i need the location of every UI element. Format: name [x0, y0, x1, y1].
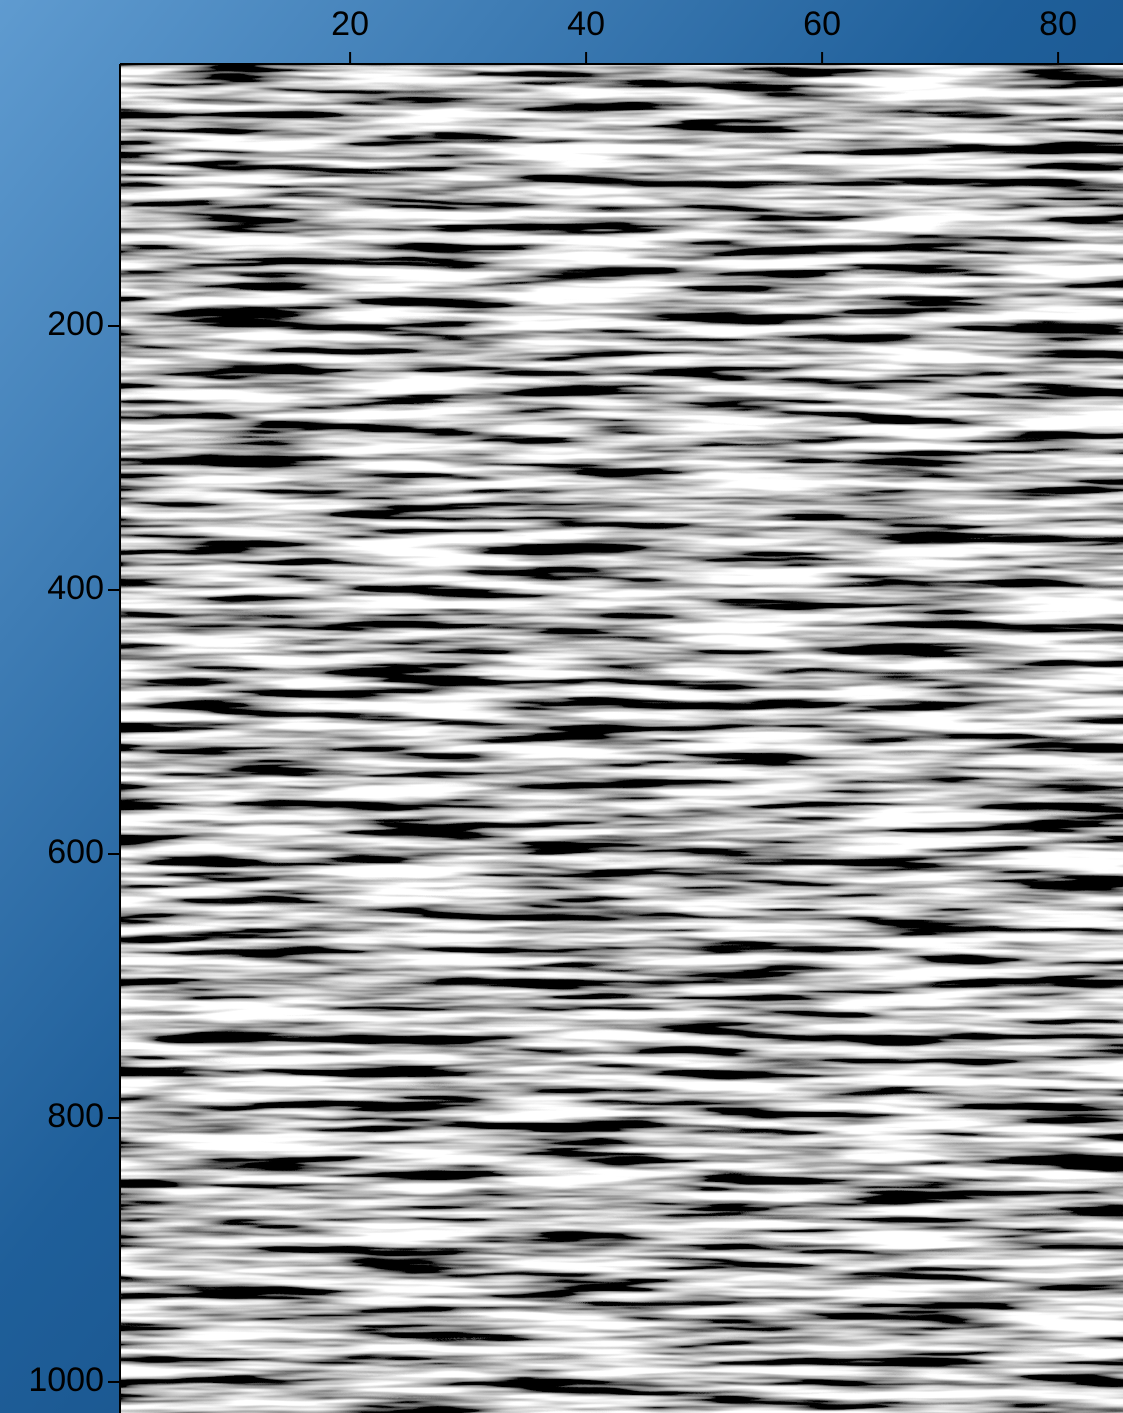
y-tick-label: 800: [47, 1097, 104, 1135]
page: 204060802004006008001000 (() => { const …: [0, 0, 1123, 1413]
y-tick-label: 600: [47, 833, 104, 871]
y-tick-label: 200: [47, 305, 104, 343]
x-tick-label: 60: [803, 5, 841, 43]
y-tick-label: 400: [47, 569, 104, 607]
seismic-image: [120, 64, 1123, 1413]
x-tick-label: 80: [1039, 5, 1077, 43]
plot-area: [120, 64, 1123, 1413]
x-tick-label: 20: [331, 5, 369, 43]
chart: 20 40 60 80 200 400 600 800 1000: [0, 0, 1123, 1413]
y-tick-label: 1000: [28, 1361, 104, 1399]
x-tick-label: 40: [567, 5, 605, 43]
